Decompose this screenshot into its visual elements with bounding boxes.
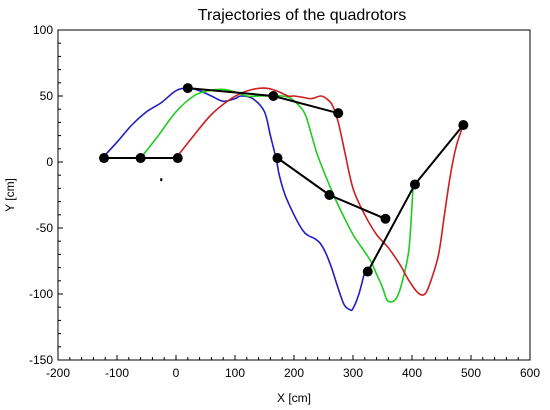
x-tick-label: 0 xyxy=(173,366,180,380)
x-tick-label: 500 xyxy=(461,366,481,380)
x-tick-label: 300 xyxy=(343,366,363,380)
x-axis-label: X [cm] xyxy=(277,391,311,405)
y-tick-label: 50 xyxy=(40,89,54,103)
x-tick-label: -100 xyxy=(105,366,129,380)
quadrotor-marker xyxy=(272,153,283,164)
trajectory-line-3 xyxy=(175,87,465,296)
x-tick-label: 100 xyxy=(225,366,245,380)
y-tick-label: -150 xyxy=(29,353,53,367)
quadrotor-marker xyxy=(458,120,469,131)
trajectory-line-2 xyxy=(139,88,414,303)
quadrotor-marker xyxy=(333,108,344,119)
quadrotor-marker xyxy=(268,91,279,101)
quadrotor-marker xyxy=(99,153,110,164)
x-tick-label: 400 xyxy=(402,366,422,380)
axes: -200 -100 0 100 200 300 400 500 600 -150 -100 -50 0 5… xyxy=(29,23,540,380)
y-tick-label: -50 xyxy=(36,221,54,235)
quadrotor-marker xyxy=(380,213,391,224)
stray-point xyxy=(160,178,163,182)
quadrotor-marker xyxy=(409,179,420,190)
y-tick-label: 0 xyxy=(46,155,53,169)
y-tick-label: 100 xyxy=(33,23,53,37)
quadrotor-marker xyxy=(362,266,373,277)
quadrotor-marker xyxy=(324,190,335,200)
quadrotor-marker xyxy=(182,83,193,94)
y-tick-label: -100 xyxy=(29,287,53,301)
chart-title: Trajectories of the quadrotors xyxy=(198,7,406,24)
x-tick-label: -200 xyxy=(46,366,70,380)
x-tick-label: 200 xyxy=(284,366,304,380)
quadrotor-marker xyxy=(172,153,183,164)
plot-frame xyxy=(57,29,531,361)
y-axis-label: Y [cm] xyxy=(3,178,17,212)
points-layer xyxy=(99,83,469,277)
quadrotor-marker xyxy=(135,153,146,164)
x-tick-label: 600 xyxy=(520,366,540,380)
